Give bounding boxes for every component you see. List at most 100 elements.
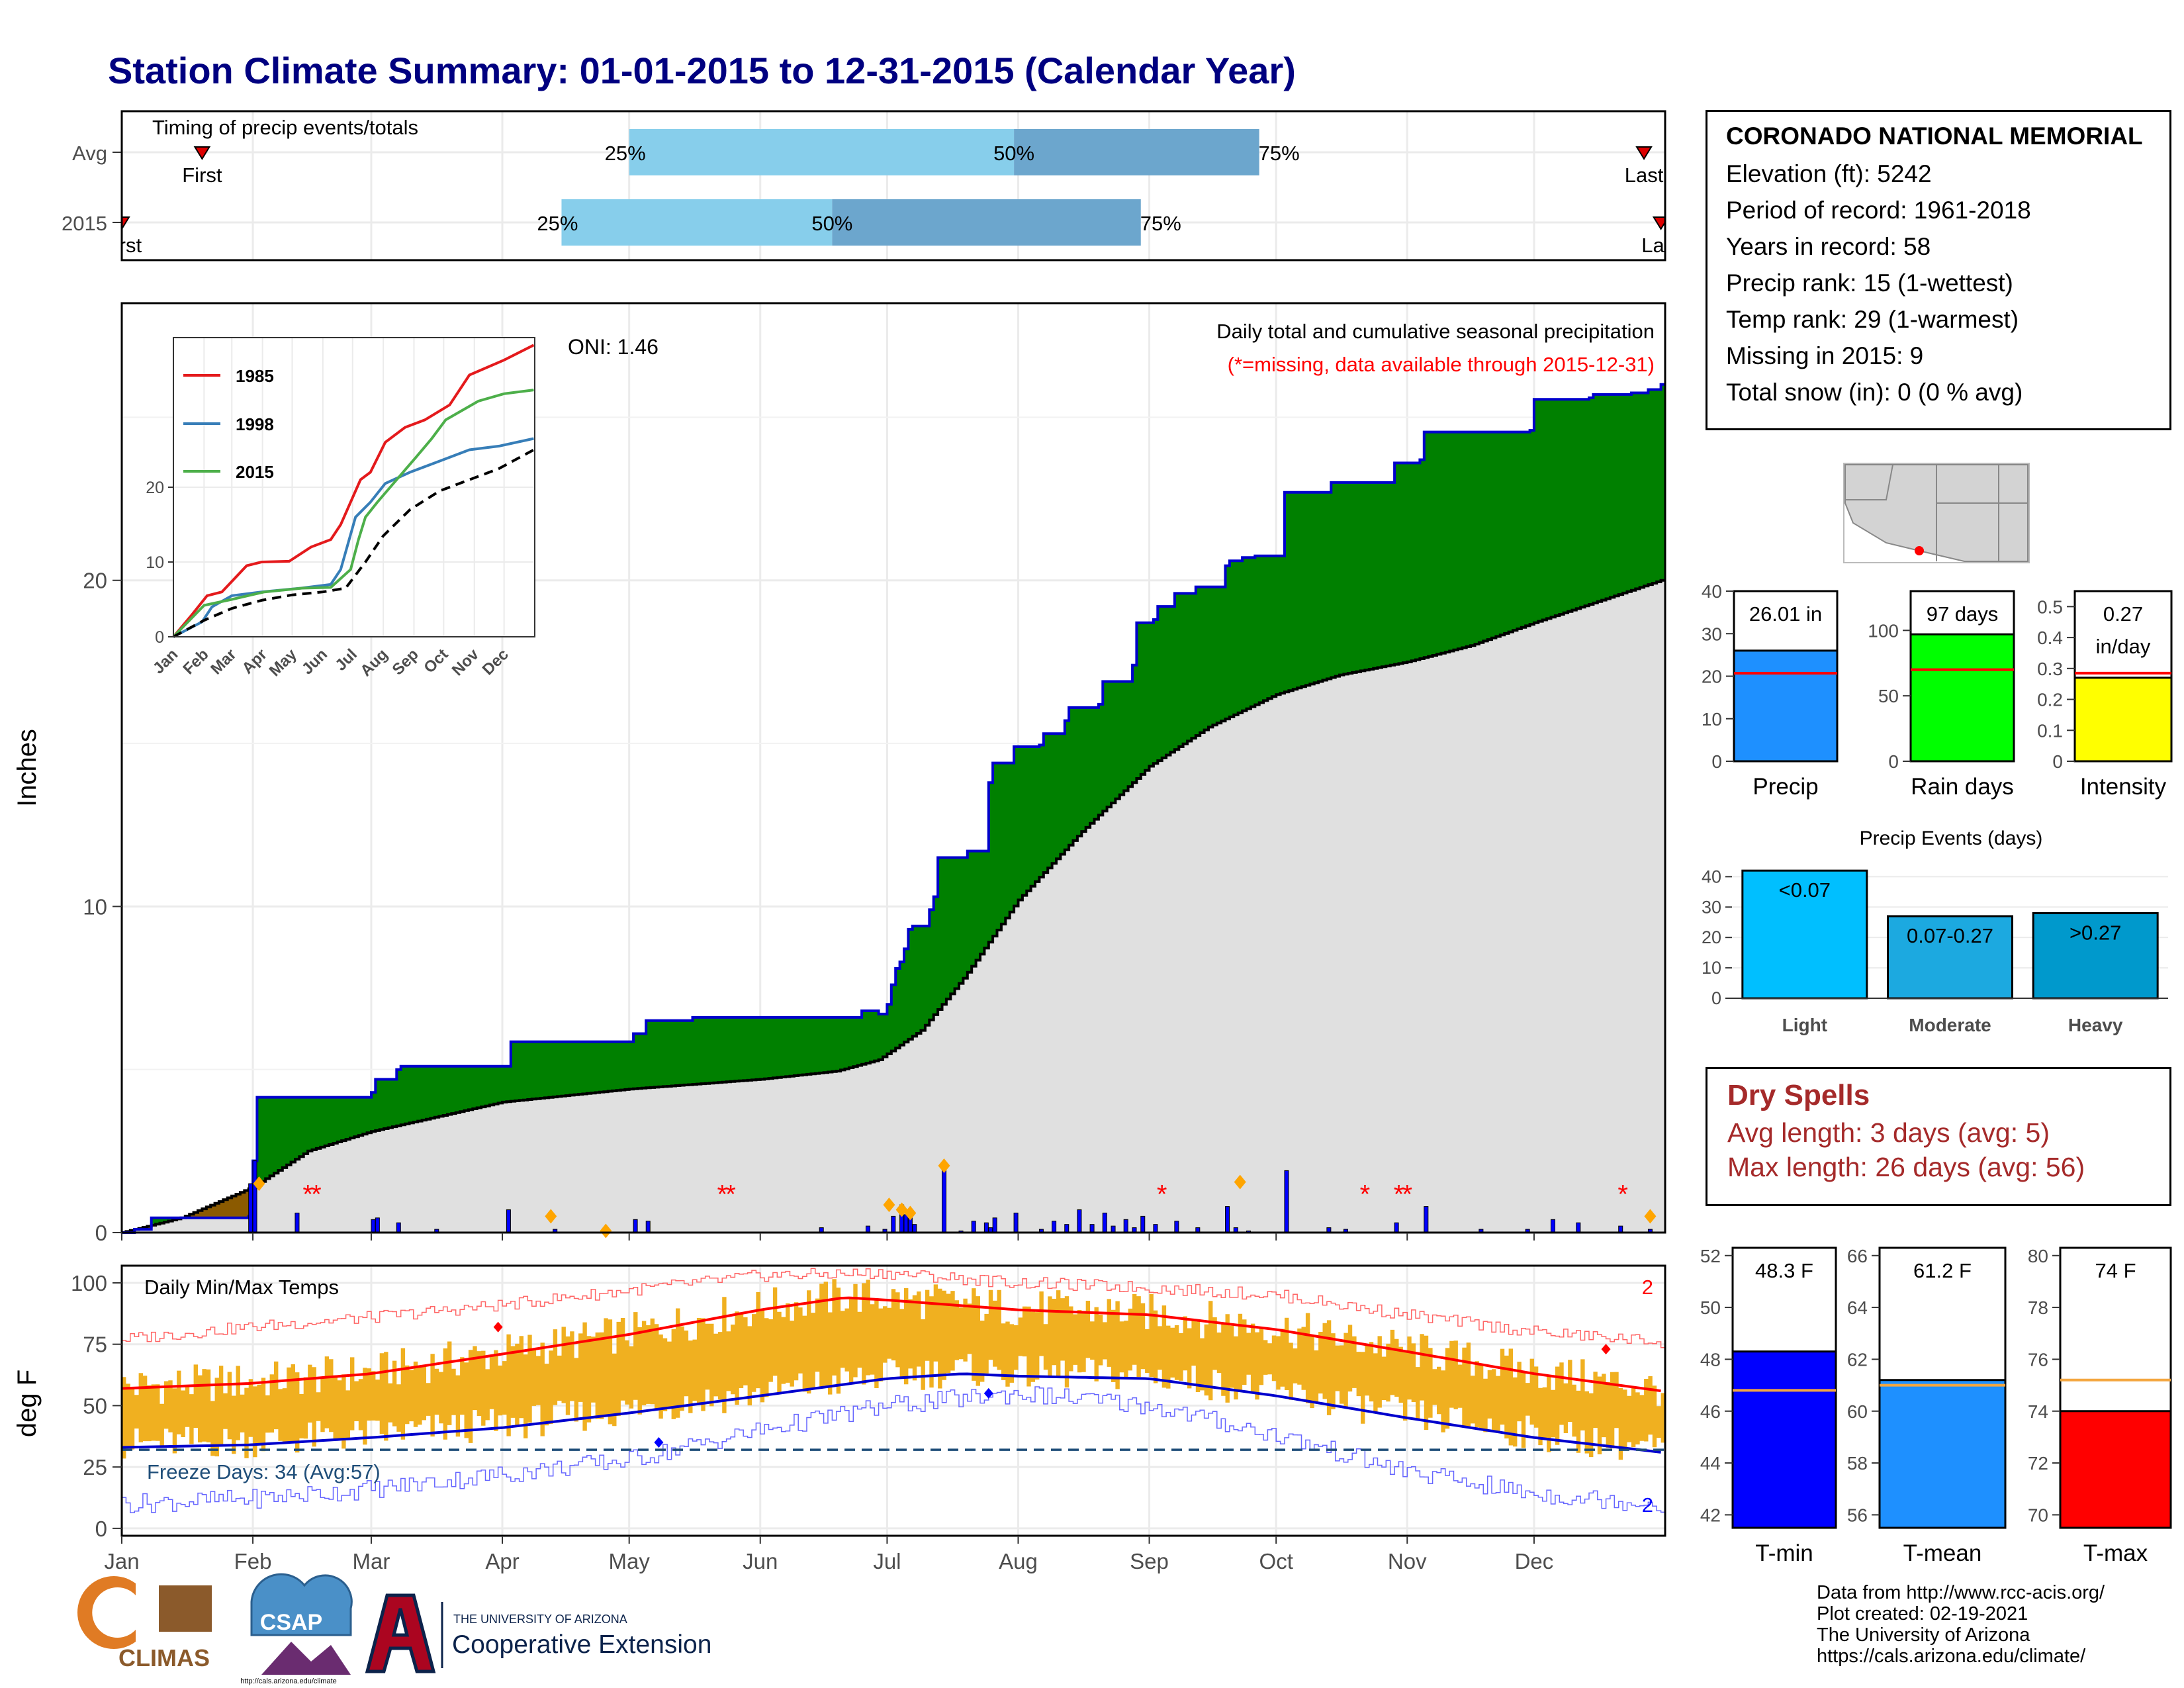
summary-ytick-label: 0 [1711, 751, 1722, 772]
station-elevation: Elevation (ft): 5242 [1726, 160, 1932, 187]
dry-spells-avg: Avg length: 3 days (avg: 5) [1727, 1117, 2050, 1148]
missing-marker: * [725, 1180, 736, 1209]
ua-small-text: THE UNIVERSITY OF ARIZONA [453, 1613, 627, 1626]
summary-ytick-label: 0.1 [2037, 720, 2063, 741]
avg-cumulative-area [122, 580, 1665, 1233]
last-marker [1635, 146, 1653, 160]
month-label: May [609, 1549, 651, 1573]
summary-category-label: Rain days [1911, 774, 2014, 800]
temps-ytick-label: 100 [71, 1271, 107, 1295]
daily-precip-bar [983, 1222, 989, 1233]
precip-panel: ** ** * * ** *Daily total and cumulative seas… [13, 302, 1666, 1245]
inset-ytick-label: 20 [146, 479, 164, 497]
record-diamond [253, 1176, 265, 1192]
record-min-line [122, 1386, 1665, 1513]
month-label: Mar [353, 1549, 390, 1573]
station-snow: Total snow (in): 0 (0 % avg) [1726, 379, 2023, 406]
summary-panel-t-mean: 56 58 60 62 64 66 61.2 F T-mean [1847, 1246, 2007, 1566]
summary-ytick-label: 80 [2028, 1246, 2048, 1266]
first-label: First [182, 164, 222, 187]
events-category-label: Light [1782, 1015, 1827, 1035]
temp-record-marker [1601, 1344, 1611, 1355]
summary-ytick-label: 20 [1702, 667, 1722, 687]
month-label: Dec [1515, 1549, 1554, 1573]
events-ytick-label: 20 [1702, 927, 1721, 947]
summary-ytick-label: 74 [2028, 1401, 2048, 1422]
station-precip-rank: Precip rank: 15 (1-wettest) [1726, 269, 2013, 297]
daily-precip-bar [1089, 1224, 1095, 1233]
daily-precip-bar [396, 1222, 401, 1233]
daily-temp-bars [122, 1279, 1665, 1460]
timing-pct-label: 50% [993, 142, 1034, 165]
missing-marker: * [717, 1180, 727, 1209]
inset-legend-label: 1985 [236, 366, 274, 386]
summary-bar [1909, 633, 2015, 763]
summary-ytick-label: 64 [1847, 1297, 1868, 1318]
missing-marker: * [311, 1180, 322, 1209]
month-label: Jan [104, 1549, 139, 1573]
summary-category-label: Precip [1752, 774, 1818, 800]
daily-precip-bar [1140, 1215, 1146, 1233]
inset-ytick-label: 0 [155, 628, 164, 647]
events-title: Precip Events (days) [1860, 827, 2043, 849]
summary-ytick-label: 76 [2028, 1349, 2048, 1370]
precip-ytick-label: 0 [95, 1221, 107, 1245]
daily-precip-bar [1013, 1212, 1019, 1233]
timing-pct-label: 50% [811, 212, 852, 235]
temp-record-marker [654, 1437, 664, 1448]
dry-spells-box: Dry Spells Avg length: 3 days (avg: 5) M… [1706, 1067, 2171, 1206]
station-years: Years in record: 58 [1726, 233, 1931, 260]
temps-ytick-label: 50 [83, 1393, 107, 1418]
summary-ytick-label: 42 [1700, 1505, 1721, 1525]
credit-university: The University of Arizona [1817, 1624, 2030, 1646]
daily-precip-bar [1225, 1206, 1230, 1233]
precip-annotation-title: Daily total and cumulative seasonal prec… [1216, 320, 1655, 343]
month-label: Aug [999, 1549, 1038, 1573]
summary-value-label: 0.27 [2103, 602, 2143, 626]
record-diamond [883, 1197, 895, 1213]
missing-marker: * [1617, 1180, 1628, 1209]
record-max-count: 2 [1642, 1276, 1653, 1299]
precip-ytick-label: 20 [83, 569, 107, 593]
events-ytick-label: 40 [1702, 867, 1721, 886]
daily-precip-bar [248, 1183, 253, 1233]
daily-precip-bar [903, 1214, 909, 1233]
record-diamond [938, 1158, 950, 1174]
summary-ytick-label: 0 [2052, 751, 2063, 772]
precip-ylabel: Inches [13, 729, 42, 807]
daily-precip-bar [633, 1219, 638, 1233]
cumulative-2015-line [122, 383, 1665, 1234]
daily-precip-bar [252, 1160, 257, 1233]
record-diamond [904, 1205, 917, 1221]
location-map [1843, 463, 2030, 563]
record-diamond [545, 1209, 557, 1224]
record-max-line [122, 1268, 1665, 1348]
daily-precip-bar [912, 1224, 917, 1233]
summary-ytick-label: 78 [2028, 1297, 2048, 1318]
timing-pct-label: 25% [537, 212, 578, 235]
summary-value-label: 74 F [2095, 1259, 2136, 1282]
daily-precip-bar [1153, 1224, 1158, 1233]
timing-pct-label: 75% [1140, 212, 1181, 235]
station-location-dot [1915, 546, 1924, 555]
timing-bar-lower [561, 199, 833, 246]
month-label: Nov [1388, 1549, 1427, 1573]
summary-value-label: in/day [2096, 635, 2151, 658]
summary-value-label: 97 days [1927, 602, 1999, 626]
timing-pct-label: 25% [605, 142, 646, 165]
daily-precip-bar [1077, 1209, 1082, 1233]
summary-ytick-label: 66 [1847, 1246, 1868, 1266]
inset-series-line [172, 389, 534, 638]
daily-precip-bar [1064, 1224, 1069, 1233]
dry-spells-title: Dry Spells [1727, 1079, 1870, 1111]
summary-bar [2059, 1410, 2172, 1529]
summary-ytick-label: 0.2 [2037, 690, 2063, 710]
timing-bar-upper [832, 199, 1141, 246]
summary-ytick-label: 0.5 [2037, 596, 2063, 617]
page-title: Station Climate Summary: 01-01-2015 to 1… [108, 50, 1296, 91]
temps-border [120, 1264, 1666, 1537]
month-label: Jul [873, 1549, 901, 1573]
events-bar [2032, 912, 2159, 1000]
daily-precip-bar [891, 1215, 896, 1233]
